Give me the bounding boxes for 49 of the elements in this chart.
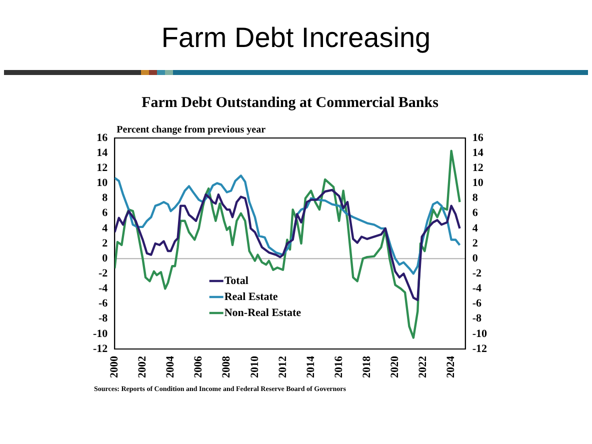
- y2-tick-label: 14: [472, 146, 484, 159]
- x-tick-label: 2016: [332, 356, 345, 378]
- y-tick-label: 2: [102, 237, 108, 250]
- y-tick-label: 12: [96, 162, 108, 174]
- y2-tick-label: 12: [472, 162, 484, 174]
- x-tick-label: 2000: [108, 356, 121, 378]
- chart-subtitle: Farm Debt Outstanding at Commercial Banks: [142, 94, 439, 111]
- y2-tick-label: -12: [472, 342, 488, 355]
- y-tick-label: 4: [102, 222, 108, 234]
- y2-tick-label: -10: [472, 328, 488, 340]
- legend-label: Real Estate: [224, 290, 278, 303]
- y-tick-label: 14: [96, 146, 108, 159]
- y-tick-label: 6: [102, 207, 108, 220]
- y-axis-title: Percent change from previous year: [116, 124, 266, 136]
- y-tick-label: -12: [92, 342, 108, 355]
- y2-tick-label: -6: [472, 298, 482, 310]
- legend-label: Total: [224, 274, 248, 287]
- chart-title: Farm Debt Increasing: [160, 22, 432, 54]
- x-tick-label: 2024: [445, 356, 458, 378]
- x-tick-label: 2012: [276, 356, 289, 378]
- x-tick-label: 2020: [389, 356, 402, 378]
- x-tick-label: 2004: [164, 356, 177, 378]
- y2-tick-label: -2: [472, 267, 482, 280]
- y-tick-label: -10: [92, 328, 108, 340]
- y2-tick-label: -4: [472, 282, 482, 295]
- y-tick-label: 8: [102, 192, 108, 204]
- y-tick-label: -4: [98, 282, 108, 295]
- y-tick-label: -6: [98, 298, 108, 310]
- y2-tick-label: 8: [472, 192, 478, 204]
- y2-tick-label: -8: [472, 312, 482, 325]
- y2-tick-label: 6: [472, 207, 478, 220]
- x-tick-label: 2018: [360, 356, 373, 378]
- x-tick-label: 2002: [136, 356, 149, 378]
- x-tick-label: 2010: [248, 356, 261, 378]
- y2-tick-label: 16: [472, 132, 484, 144]
- x-tick-label: 2008: [220, 356, 233, 378]
- y2-tick-label: 4: [472, 222, 478, 234]
- y2-tick-label: 0: [472, 252, 478, 264]
- y-tick-label: 0: [102, 252, 108, 264]
- y2-tick-label: 2: [472, 237, 478, 250]
- x-tick-label: 2006: [192, 356, 205, 378]
- x-tick-label: 2014: [304, 356, 317, 378]
- y2-tick-label: 10: [472, 177, 484, 190]
- x-tick-label: 2022: [417, 356, 430, 378]
- y-tick-label: 10: [96, 177, 108, 190]
- y-tick-label: 16: [96, 132, 108, 144]
- y-tick-label: -2: [98, 267, 108, 280]
- legend-label: Non-Real Estate: [224, 306, 302, 319]
- y-tick-label: -8: [98, 312, 108, 325]
